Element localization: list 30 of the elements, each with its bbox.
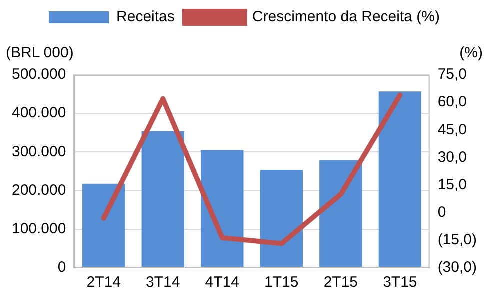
y2-tick-label: (30,0) [438,259,478,276]
legend-label: Crescimento da Receita (%) [252,8,440,26]
bar [142,131,184,268]
y-tick-label: 400.000 [12,104,66,122]
bar [320,160,362,268]
x-tick-label: 2T14 [86,274,121,292]
x-tick-label: 2T15 [324,274,358,292]
y-tick-label: 300.000 [12,143,66,160]
y2-axis-title: (%) [460,44,484,62]
x-tick-label: 3T14 [146,274,180,292]
legend-label: Receitas [116,8,175,26]
y2-tick-label: 60,0 [438,94,468,111]
y-tick-label: 200.000 [12,182,66,199]
bar [378,92,422,268]
y2-tick-label: 0 [438,204,446,221]
x-tick-label: 3T15 [383,274,418,292]
bar [82,184,126,268]
y-tick-label: 0 [58,259,66,276]
y2-tick-label: (15,0) [438,232,478,249]
y-tick-label: 500.000 [12,66,66,84]
y2-tick-label: 75,0 [438,66,468,84]
y2-tick-label: 15,0 [438,176,468,194]
bar [201,150,244,268]
bar [260,170,303,268]
y-axis-title: (BRL 000) [6,44,74,62]
y2-tick-label: 30,0 [438,148,468,166]
y2-tick-label: 45,0 [438,121,468,138]
y-tick-label: 100.000 [12,220,66,238]
x-tick-label: 1T15 [264,274,299,292]
x-tick-label: 4T14 [205,274,240,292]
